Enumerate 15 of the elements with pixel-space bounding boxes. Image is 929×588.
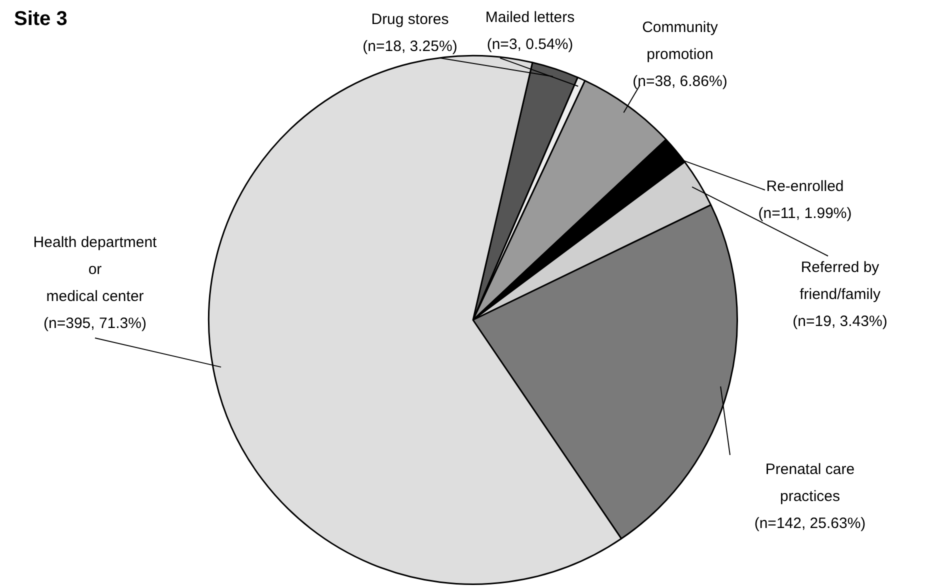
slice-label: Health department or medical center [33,234,158,306]
slice-label: Referred by friend/family [800,259,881,304]
data-label: (n=11, 1.99%) [758,205,852,222]
slice-label: Prenatal care practices [765,461,855,506]
data-label: (n=19, 3.43%) [792,313,888,330]
chart-title: Site 3 [14,8,68,31]
data-label: (n=142, 25.63%) [754,515,866,532]
slice-label: Re-enrolled [766,178,844,196]
slice-label: Mailed letters [485,9,575,26]
slice-label: Drug stores [371,11,449,28]
slice-label: Community promotion [642,19,718,64]
data-label: (n=18, 3.25%) [362,38,458,56]
data-label: (n=38, 6.86%) [632,73,728,90]
data-label: (n=395, 71.3%) [44,315,146,332]
data-label: (n=3, 0.54%) [486,36,574,54]
